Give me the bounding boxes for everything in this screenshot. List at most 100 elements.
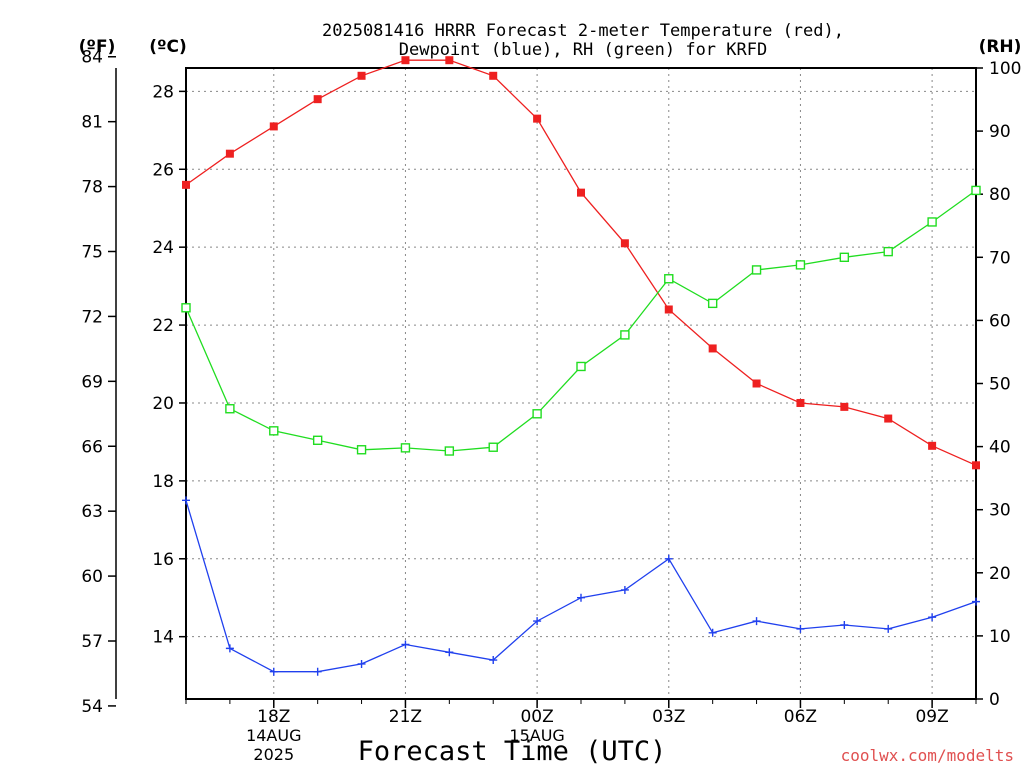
temperature-point	[972, 461, 980, 470]
dewpoint-point	[884, 624, 893, 633]
rh-tick-label: 30	[989, 501, 1011, 521]
rh-point	[839, 252, 850, 263]
rh-axis: 0 10 20 30 40 50 60 70 80 90 100	[976, 59, 1021, 710]
rh-point	[576, 361, 586, 372]
rh-tick-label: 80	[989, 185, 1011, 205]
temperature-point	[313, 95, 322, 104]
temperature-point	[928, 441, 937, 450]
rh-point	[488, 442, 498, 452]
time-tick-label: 03Z	[652, 707, 685, 727]
temperature-line	[185, 59, 977, 466]
dewpoint-point	[225, 644, 234, 653]
celsius-tick-label: 16	[152, 550, 174, 570]
rh-point	[971, 185, 981, 196]
fahrenheit-tick-label: 75	[81, 243, 103, 263]
dewpoint-point	[533, 617, 542, 626]
celsius-tick-label: 14	[152, 628, 174, 648]
series-layer	[181, 56, 981, 676]
dewpoint-point	[752, 617, 761, 626]
rh-point	[444, 446, 455, 456]
dewpoint-point	[182, 496, 190, 505]
temperature-point	[269, 122, 278, 131]
rh-tick-label: 60	[989, 311, 1011, 331]
date-tick-label: 15AUG	[509, 726, 564, 745]
rh-line	[185, 189, 977, 452]
temperature-point	[182, 180, 190, 189]
fahrenheit-tick-label: 78	[81, 178, 103, 198]
rh-tick-label: 40	[989, 438, 1011, 458]
rh-point	[532, 409, 542, 419]
rh-tick-label: 90	[989, 122, 1011, 142]
celsius-tick-label: 22	[152, 316, 174, 336]
time-tick-label: 21Z	[389, 707, 422, 727]
x-axis-title: Forecast Time (UTC)	[358, 736, 667, 767]
temperature-point	[708, 344, 717, 353]
fahrenheit-axis: 54 57 60 63 66 69 72 75 78 81 84	[81, 48, 116, 717]
temperature-point	[840, 402, 849, 411]
rh-point	[751, 265, 762, 275]
rh-tick-label: 20	[989, 564, 1011, 584]
dewpoint-point	[445, 648, 454, 657]
dewpoint-point	[401, 640, 410, 649]
rh-point	[795, 260, 806, 270]
fahrenheit-unit-label: (ºF)	[79, 37, 116, 57]
rh-point	[312, 435, 323, 445]
fahrenheit-tick-label: 69	[81, 372, 103, 392]
temperature-point	[620, 239, 629, 248]
dewpoint-point	[796, 624, 805, 633]
fahrenheit-tick-label: 66	[81, 437, 103, 457]
chart-title-line1: 2025081416 HRRR Forecast 2-meter Tempera…	[322, 21, 844, 41]
time-tick-label: 00Z	[520, 707, 553, 727]
celsius-axis: 14 16 18 20 22 24 26 28	[152, 82, 186, 648]
rh-tick-label: 0	[989, 690, 1000, 710]
date-tick-label: 14AUG	[246, 726, 301, 745]
celsius-tick-label: 26	[152, 160, 174, 180]
grid	[186, 68, 976, 699]
dewpoint-point	[313, 667, 322, 676]
fahrenheit-tick-label: 60	[81, 567, 103, 587]
fahrenheit-tick-label: 84	[81, 48, 103, 68]
dewpoint-point	[577, 593, 585, 602]
rh-unit-label: (RH)	[979, 37, 1022, 57]
dewpoint-point	[664, 554, 673, 563]
rh-point	[927, 217, 937, 227]
fahrenheit-tick-label: 81	[81, 113, 103, 133]
temperature-point	[884, 414, 893, 423]
celsius-tick-label: 20	[152, 394, 174, 414]
fahrenheit-tick-label: 57	[81, 632, 103, 652]
rh-point	[664, 274, 674, 284]
rh-point	[620, 330, 630, 340]
plot-frame	[185, 67, 977, 700]
fahrenheit-tick-label: 63	[81, 502, 103, 522]
year-tick-label: 2025	[253, 745, 294, 764]
temperature-point	[577, 188, 585, 197]
rh-point	[356, 445, 367, 455]
dewpoint-point	[269, 667, 278, 676]
dewpoint-point	[840, 620, 849, 629]
temperature-point	[445, 56, 454, 65]
temperature-point	[401, 56, 410, 65]
rh-point	[269, 426, 279, 436]
celsius-tick-label: 24	[152, 238, 174, 258]
watermark-link[interactable]: coolwx.com/modelts	[841, 746, 1014, 765]
rh-tick-label: 100	[989, 59, 1021, 79]
celsius-tick-label: 18	[152, 472, 174, 492]
temperature-point	[225, 149, 234, 158]
dewpoint-line	[185, 500, 977, 673]
time-tick-label: 06Z	[784, 707, 817, 727]
time-tick-label: 09Z	[915, 707, 948, 727]
dewpoint-point	[489, 656, 498, 665]
chart-title-line2: Dewpoint (blue), RH (green) for KRFD	[399, 40, 767, 60]
celsius-unit-label: (ºC)	[149, 37, 187, 57]
temperature-point	[357, 71, 366, 80]
rh-tick-label: 50	[989, 375, 1011, 395]
fahrenheit-tick-label: 72	[81, 307, 103, 327]
rh-point	[181, 303, 191, 313]
temperature-point	[533, 114, 542, 123]
rh-point	[707, 298, 718, 309]
dewpoint-point	[357, 659, 366, 668]
dewpoint-point	[928, 613, 937, 622]
temperature-point	[752, 379, 761, 388]
